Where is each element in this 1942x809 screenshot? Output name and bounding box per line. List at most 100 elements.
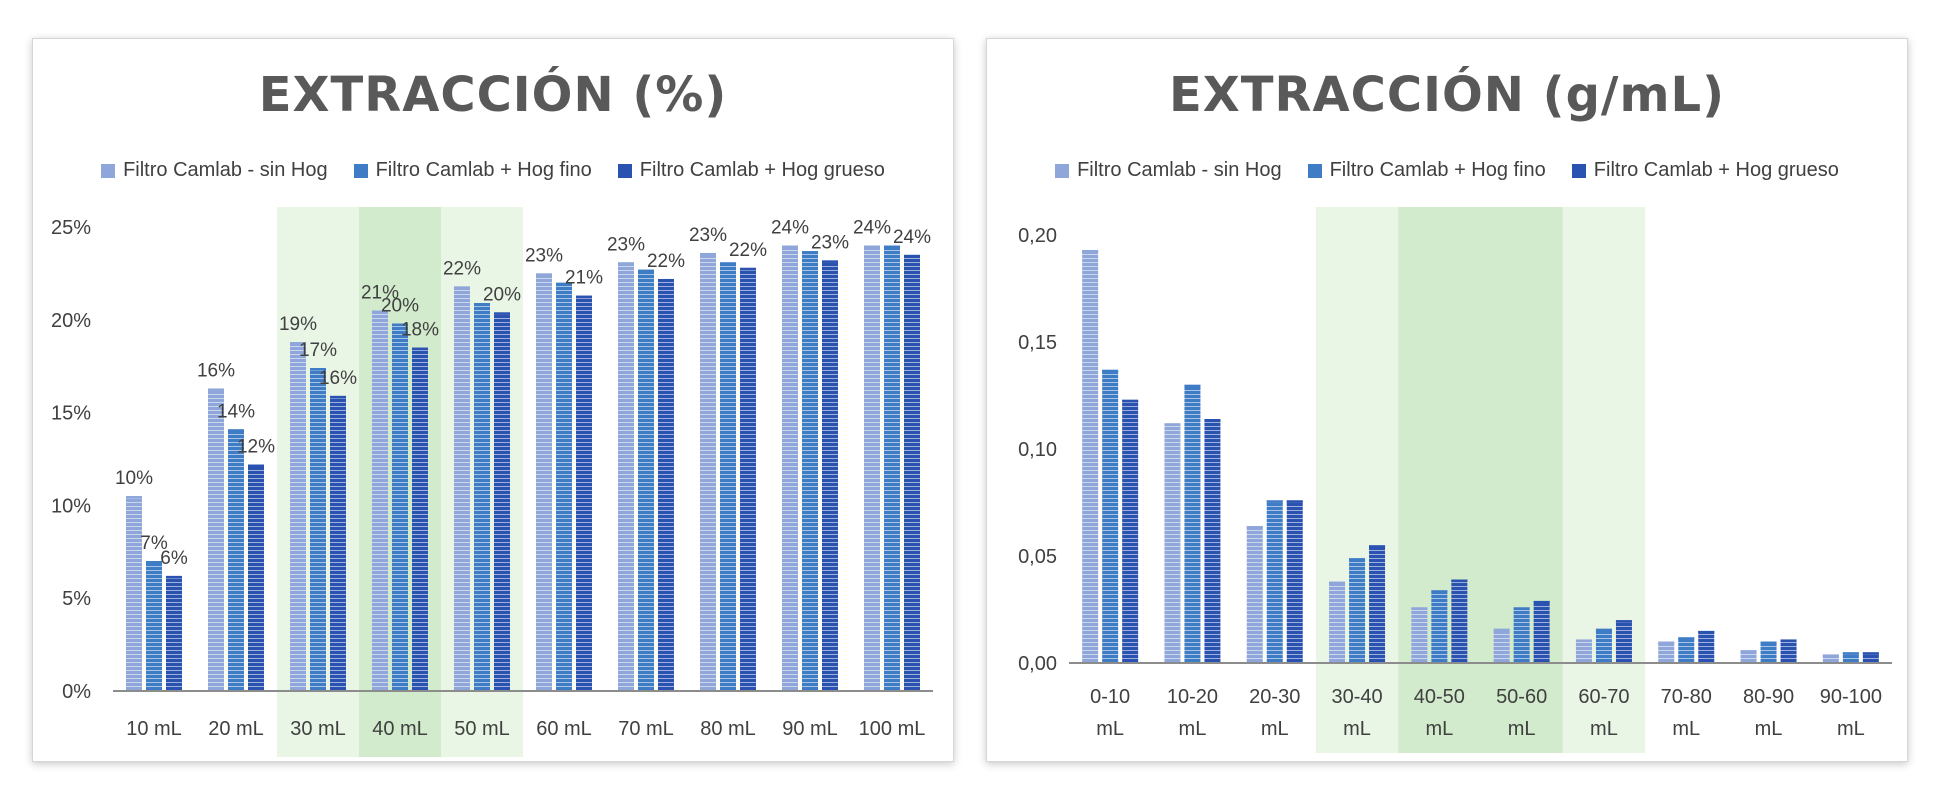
data-label: 21% xyxy=(565,268,603,289)
x-category-label: mL xyxy=(1179,718,1207,740)
data-label: 24% xyxy=(771,218,809,239)
bar-cap xyxy=(1082,249,1099,253)
y-tick-label: 15% xyxy=(51,403,91,425)
legend-label: Filtro Camlab + Hog grueso xyxy=(1593,159,1839,181)
bar xyxy=(782,245,798,691)
x-category-label: mL xyxy=(1508,718,1536,740)
bar xyxy=(1822,654,1839,663)
bar xyxy=(1698,630,1715,663)
bar xyxy=(1329,581,1346,663)
bar-cap xyxy=(1575,639,1592,642)
bar-cap xyxy=(1246,526,1263,529)
y-tick-label: 0,15 xyxy=(1018,332,1057,354)
bar xyxy=(1082,249,1099,664)
bar-cap xyxy=(556,282,572,286)
legend-item-hog-fino: Filtro Camlab + Hog fino xyxy=(353,159,592,182)
data-label: 6% xyxy=(160,548,188,569)
bar-cap xyxy=(146,561,162,564)
bar xyxy=(740,267,756,691)
bar-cap xyxy=(454,286,470,289)
highlight-band xyxy=(1480,207,1563,753)
x-category-label: 100 mL xyxy=(859,718,926,740)
highlight-band xyxy=(1398,207,1481,753)
bar xyxy=(864,245,880,691)
bar xyxy=(1658,641,1675,663)
bar-cap xyxy=(1780,639,1797,642)
bar-cap xyxy=(802,251,818,254)
bar-cap xyxy=(1431,590,1448,593)
bar xyxy=(1122,399,1139,663)
bar xyxy=(822,260,838,691)
data-label: 10% xyxy=(115,468,153,489)
bar-cap xyxy=(720,262,736,265)
legend-swatch xyxy=(1571,163,1586,178)
bar-cap xyxy=(126,496,142,499)
bar-cap xyxy=(536,273,552,276)
y-tick-label: 0% xyxy=(62,681,91,703)
bar-chart-gml: 0,00 0,05 0,10 0,15 0,20 0-10 mL 10-20 mL 20-30 mL… xyxy=(1018,207,1892,753)
bar xyxy=(290,342,306,691)
bar-cap xyxy=(1102,369,1119,373)
legend-label: Filtro Camlab - sin Hog xyxy=(1077,159,1282,181)
data-label: 22% xyxy=(647,251,685,272)
x-category-label: 60 mL xyxy=(536,718,592,740)
data-label: 23% xyxy=(811,232,849,253)
bar xyxy=(392,323,408,691)
bar xyxy=(1493,628,1510,663)
bar-cap xyxy=(1349,558,1366,561)
bar-cap xyxy=(1451,579,1468,583)
y-tick-label: 0,20 xyxy=(1018,225,1057,247)
bar-cap xyxy=(904,254,920,258)
data-label: 22% xyxy=(443,258,481,279)
data-label: 21% xyxy=(361,283,399,304)
x-category-label: mL xyxy=(1755,718,1783,740)
bar xyxy=(1349,558,1366,663)
legend-swatch xyxy=(1307,163,1322,178)
bar xyxy=(1513,607,1530,663)
bar xyxy=(310,368,326,691)
legend-swatch xyxy=(353,163,368,178)
x-category-label: 90-100 xyxy=(1820,686,1882,708)
bar xyxy=(700,252,716,691)
bar-cap xyxy=(166,575,182,579)
bar-cap xyxy=(1493,628,1510,632)
bar xyxy=(658,278,674,691)
bar xyxy=(146,561,162,691)
bar-cap xyxy=(1615,620,1632,623)
bar xyxy=(1862,652,1879,663)
bar-cap xyxy=(228,429,244,432)
bar xyxy=(1411,607,1428,663)
bar-cap xyxy=(822,260,838,263)
y-tick-label: 0,10 xyxy=(1018,439,1057,461)
bar xyxy=(1266,500,1283,663)
bar xyxy=(576,295,592,691)
bar-cap xyxy=(1842,652,1859,655)
bar xyxy=(1842,652,1859,663)
bar-cap xyxy=(1266,500,1283,503)
bar xyxy=(1451,579,1468,663)
bar-cap xyxy=(1411,607,1428,610)
bar xyxy=(494,312,510,691)
y-tick-label: 25% xyxy=(51,217,91,239)
legend-item-sin-hog: Filtro Camlab - sin Hog xyxy=(101,159,328,182)
x-category-label: 30-40 xyxy=(1331,686,1382,708)
bar xyxy=(556,282,572,691)
bar xyxy=(330,395,346,691)
bar xyxy=(1595,628,1612,663)
bar-cap xyxy=(1164,423,1181,426)
chart-panel-gml: EXTRACCIÓN (g/mL) Filtro Camlab - sin Ho… xyxy=(986,38,1908,762)
bar xyxy=(454,286,470,691)
bar-cap xyxy=(1595,628,1612,632)
bar-cap xyxy=(1122,399,1139,403)
chart-legend: Filtro Camlab - sin Hog Filtro Camlab + … xyxy=(987,159,1907,182)
data-label: 20% xyxy=(381,296,419,317)
data-label: 7% xyxy=(140,533,168,554)
legend-item-hog-fino: Filtro Camlab + Hog fino xyxy=(1307,159,1546,182)
data-label: 18% xyxy=(401,320,439,341)
bar-cap xyxy=(1658,641,1675,645)
x-category-label: 60-70 xyxy=(1578,686,1629,708)
bar-cap xyxy=(290,342,306,345)
x-category-label: 40 mL xyxy=(372,718,428,740)
bar-cap xyxy=(1286,500,1303,503)
y-tick-label: 5% xyxy=(62,588,91,610)
